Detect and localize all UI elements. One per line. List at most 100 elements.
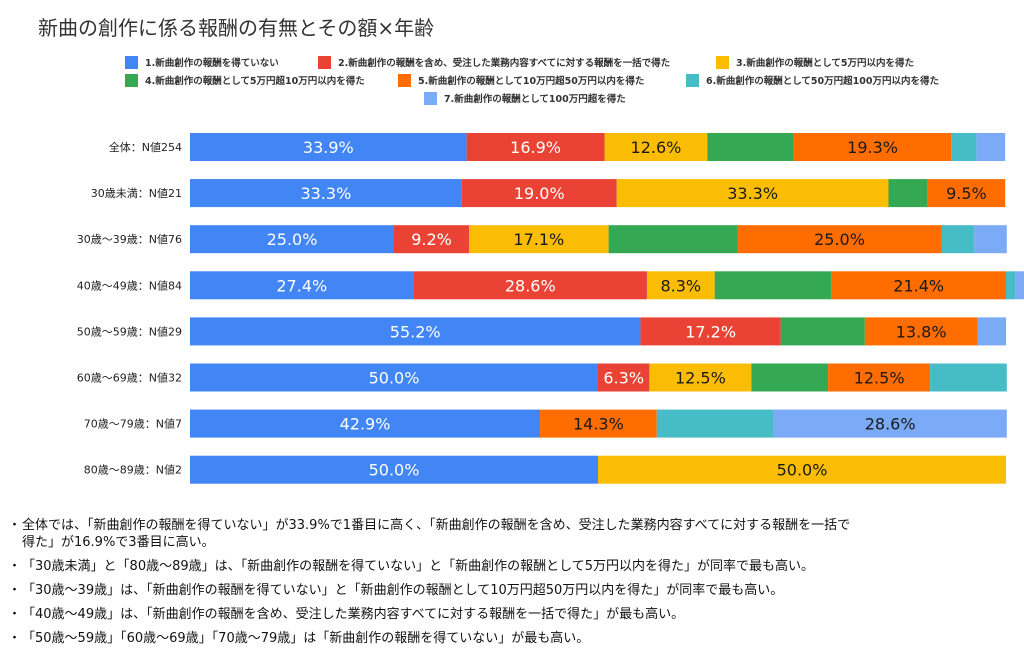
data-label: 12.6% <box>631 138 682 157</box>
legend-swatch-5 <box>398 74 411 87</box>
legend-item-1: 1.新曲創作の報酬を得ていない <box>125 56 279 70</box>
note-text: 「40歳〜49歳」は、「新曲創作の報酬を含め、受注した業務内容すべてに対する報酬… <box>22 607 685 622</box>
bar-segment <box>190 225 394 254</box>
data-label: 14.3% <box>573 415 624 434</box>
legend-label-5: 5.新曲創作の報酬として10万円超50万円以内を得た <box>418 76 645 87</box>
bar-segment <box>461 179 617 208</box>
bar-segment <box>190 317 641 346</box>
data-label: 19.0% <box>514 184 565 203</box>
note-bullet: ・ <box>8 518 22 533</box>
data-label: 16.9% <box>510 138 561 157</box>
bar-segment <box>976 133 1006 161</box>
data-label: 28.6% <box>865 415 916 434</box>
bar-segment <box>831 271 1006 300</box>
note-text: 「50歳〜59歳」「60歳〜69歳」「70歳〜79歳」は「新曲創作の報酬を得てい… <box>22 631 590 646</box>
bar-segment <box>1006 271 1016 300</box>
data-label: 33.3% <box>727 184 778 203</box>
data-label: 50.0% <box>777 461 828 480</box>
category-label: 70歳〜79歳：N値7 <box>84 418 182 431</box>
legend-swatch-1 <box>125 56 138 69</box>
data-label: 28.6% <box>505 276 556 295</box>
data-label: 17.2% <box>685 322 736 341</box>
category-label: 50歳〜59歳：N値29 <box>77 325 182 338</box>
category-label: 全体：N値254 <box>109 140 182 154</box>
bar-segment <box>608 225 738 254</box>
bar-segment <box>974 225 1007 254</box>
data-label: 19.3% <box>847 138 898 157</box>
note-bullet: ・ <box>8 631 22 646</box>
legend-swatch-6 <box>686 74 699 87</box>
legend-swatch-3 <box>716 56 729 69</box>
bar-segment <box>828 363 931 392</box>
note-text: 得た」が16.9%で3番目に高い。 <box>22 535 215 550</box>
legend-swatch-4 <box>125 74 138 87</box>
legend-item-3: 3.新曲創作の報酬として5万円以内を得た <box>716 56 914 70</box>
bar-segment <box>941 225 975 254</box>
legend-swatch-7 <box>424 92 437 105</box>
legend-item-2: 2.新曲創作の報酬を含め、受注した業務内容すべてに対する報酬を一括で得た <box>318 56 670 70</box>
bar-segment <box>888 179 928 208</box>
data-label: 42.9% <box>340 415 391 434</box>
data-label: 25.0% <box>267 230 318 249</box>
data-label: 12.5% <box>854 369 905 388</box>
data-label: 55.2% <box>390 322 441 341</box>
bar-segment <box>469 225 609 254</box>
legend-label-2: 2.新曲創作の報酬を含め、受注した業務内容すべてに対する報酬を一括で得た <box>338 58 671 69</box>
bar-segment <box>190 133 467 161</box>
bar-segment <box>394 225 470 254</box>
bar-segment <box>1015 271 1024 300</box>
category-label: 60歳〜69歳：N値32 <box>77 372 182 385</box>
bar-segment <box>646 271 715 300</box>
bar-segment <box>864 317 978 346</box>
legend-item-7: 7.新曲創作の報酬として100万円超を得た <box>424 92 626 106</box>
bar-segment <box>413 271 647 300</box>
legend-label-3: 3.新曲創作の報酬として5万円以内を得た <box>736 58 915 69</box>
legend-label-4: 4.新曲創作の報酬として5万円超10万円以内を得た <box>145 76 365 87</box>
note-text: 「30歳〜39歳」は、「新曲創作の報酬を得ていない」と「新曲創作の報酬として10… <box>22 583 784 598</box>
note-bullet: ・ <box>8 607 22 622</box>
bar-segment <box>656 409 774 438</box>
bar-segment <box>190 271 414 300</box>
bar-segment <box>190 409 541 438</box>
bar-segment <box>649 363 752 392</box>
data-label: 13.8% <box>896 322 947 341</box>
legend-label-6: 6.新曲創作の報酬として50万円超100万円以内を得た <box>706 76 939 87</box>
note-text: 全体では、「新曲創作の報酬を得ていない」が33.9%で1番目に高く、「新曲創作の… <box>22 518 851 533</box>
data-label: 27.4% <box>276 276 327 295</box>
bar-segment <box>540 409 657 438</box>
chart-title: 新曲の創作に係る報酬の有無とその額×年齢 <box>38 16 435 40</box>
legend-item-4: 4.新曲創作の報酬として5万円超10万円以内を得た <box>125 74 365 88</box>
bar-segment <box>930 363 1007 392</box>
legend-label-1: 1.新曲創作の報酬を得ていない <box>145 58 279 69</box>
data-label: 9.2% <box>411 230 452 249</box>
legend-item-6: 6.新曲創作の報酬として50万円超100万円以内を得た <box>686 74 939 88</box>
bar-segment <box>773 409 1007 438</box>
bar-segment <box>598 363 650 392</box>
bar-segment <box>707 133 794 161</box>
category-label: 40歳〜49歳：N値84 <box>77 279 182 292</box>
bar-segment <box>793 133 952 161</box>
bar-segment <box>604 133 708 161</box>
data-label: 25.0% <box>814 230 865 249</box>
bar-segment <box>951 133 977 161</box>
bar-segment <box>598 455 1006 484</box>
bar-segment <box>466 133 605 161</box>
bar-segment <box>190 363 598 392</box>
category-label: 80歳〜89歳：N値2 <box>84 464 182 477</box>
data-label: 50.0% <box>369 461 420 480</box>
data-label: 21.4% <box>893 276 944 295</box>
category-label: 30歳未満：N値21 <box>91 187 182 200</box>
data-label: 33.9% <box>303 138 354 157</box>
bar-segment <box>714 271 832 300</box>
legend-label-7: 7.新曲創作の報酬として100万円超を得た <box>444 94 626 105</box>
data-label: 9.5% <box>946 184 987 203</box>
bar-segment <box>640 317 781 346</box>
legend-item-5: 5.新曲創作の報酬として10万円超50万円以内を得た <box>398 74 644 88</box>
legend-swatch-2 <box>318 56 331 69</box>
bar-segment <box>977 317 1006 346</box>
bar-segment <box>616 179 889 208</box>
data-label: 8.3% <box>660 276 701 295</box>
data-label: 50.0% <box>369 369 420 388</box>
data-label: 33.3% <box>300 184 351 203</box>
bar-segment <box>927 179 1006 208</box>
